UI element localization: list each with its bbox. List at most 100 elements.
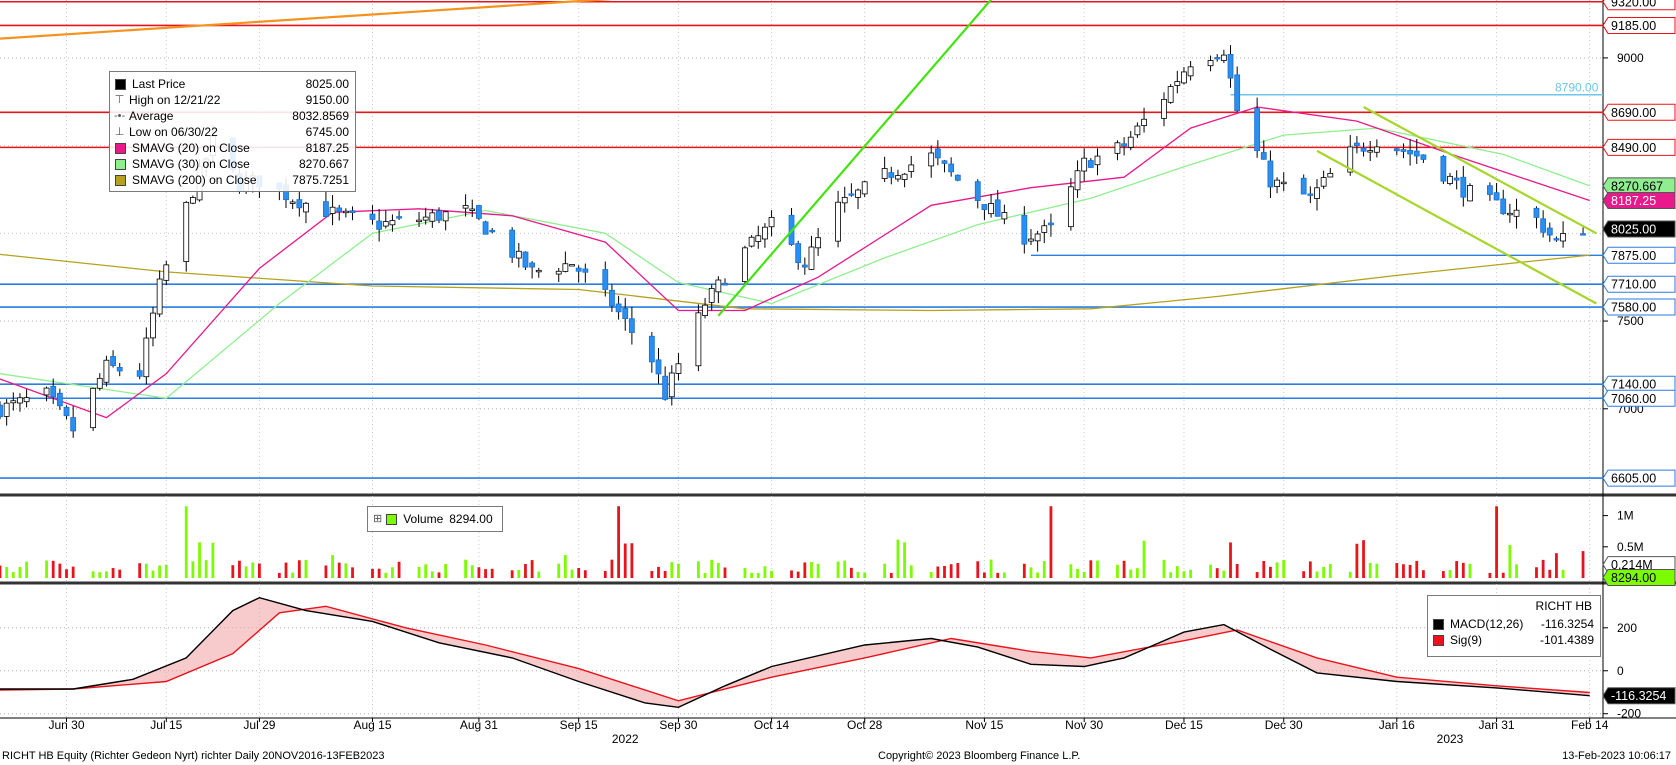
time-axis-label: Dec 30 bbox=[1265, 718, 1303, 732]
volume-bar bbox=[1368, 562, 1372, 578]
level-value-tag-text: 6605.00 bbox=[1611, 472, 1656, 486]
level-value-tag: 6605.00 bbox=[1602, 469, 1676, 487]
price-legend-label: SMAVG (200) on Close bbox=[132, 173, 257, 187]
trendline bbox=[1363, 106, 1597, 235]
candle-body bbox=[888, 172, 895, 178]
volume-bar bbox=[1209, 564, 1212, 578]
candle-body bbox=[422, 216, 429, 221]
time-axis-label: Jun 30 bbox=[48, 718, 84, 732]
volume-bar bbox=[583, 570, 587, 578]
candle-body bbox=[1134, 125, 1141, 136]
candle-body bbox=[342, 210, 349, 214]
candle-body bbox=[442, 211, 449, 222]
candle-body bbox=[841, 197, 848, 204]
candle-body bbox=[349, 210, 356, 214]
volume-bar bbox=[424, 564, 428, 578]
sma30-line bbox=[0, 127, 1590, 399]
macd-legend-label: MACD(12,26) bbox=[1450, 617, 1524, 631]
candle-body bbox=[1127, 136, 1134, 148]
volume-bar bbox=[956, 563, 960, 578]
volume-bar bbox=[1448, 570, 1452, 578]
legend-toggle-icon[interactable]: ⊞ bbox=[373, 513, 383, 525]
candle-body bbox=[1034, 233, 1041, 242]
level-value-tag: 7875.00 bbox=[1602, 246, 1676, 264]
volume-bar bbox=[51, 560, 55, 578]
volume-bar bbox=[697, 561, 700, 578]
candle-body bbox=[136, 370, 143, 377]
level-value-tag-box bbox=[1602, 0, 1676, 11]
volume-value-tag-text: 8294.00 bbox=[1611, 571, 1656, 585]
legend-swatch bbox=[1433, 634, 1444, 646]
volume-bar bbox=[763, 566, 767, 578]
volume-bar bbox=[1229, 542, 1232, 578]
volume-bar bbox=[58, 563, 62, 578]
candle-body bbox=[742, 247, 748, 282]
macd-signal-line bbox=[0, 605, 1590, 702]
volume-bar bbox=[284, 562, 288, 578]
candle-body bbox=[1280, 181, 1287, 185]
candle-body bbox=[1407, 149, 1414, 155]
sma200-line bbox=[0, 253, 1590, 312]
candle-body bbox=[1048, 222, 1054, 226]
price-axis-label: 7500 bbox=[1617, 314, 1644, 328]
candle-body bbox=[662, 375, 669, 400]
volume-bar bbox=[0, 565, 2, 578]
volume-bar bbox=[750, 572, 754, 578]
volume-bar bbox=[1129, 569, 1133, 578]
candle-body bbox=[163, 264, 170, 281]
candle-body bbox=[50, 386, 57, 398]
price-legend: Last Price 8025.00 ⊤ High on 12/21/22 9150.0… bbox=[109, 71, 356, 192]
level-annotation-label: 8790.00 bbox=[1555, 81, 1599, 95]
price-value-tag: 8025.00 bbox=[1602, 220, 1676, 238]
volume-bar bbox=[530, 560, 534, 578]
level-value-tag: 7710.00 bbox=[1602, 275, 1676, 293]
candle-body bbox=[815, 237, 822, 249]
candle-body bbox=[648, 335, 655, 363]
volume-bar bbox=[477, 567, 481, 578]
volume-legend: ⊞ Volume 8294.00 bbox=[367, 506, 503, 532]
candle-body bbox=[1513, 209, 1520, 217]
candle-body bbox=[835, 201, 841, 242]
level-value-tag-box bbox=[1602, 469, 1676, 487]
volume-bar bbox=[437, 572, 441, 578]
candle-body bbox=[389, 220, 396, 226]
volume-value-tag: 8294.00 bbox=[1602, 568, 1676, 586]
time-axis-label: Nov 30 bbox=[1065, 718, 1103, 732]
candle-body bbox=[1300, 177, 1307, 195]
candle-body bbox=[1274, 179, 1280, 187]
volume-bar bbox=[1441, 571, 1445, 578]
volume-bar bbox=[1535, 567, 1538, 578]
candle-body bbox=[416, 219, 422, 223]
candle-body bbox=[988, 203, 994, 215]
time-axis-label: Feb 14 bbox=[1571, 718, 1609, 732]
price-axis-label: 9000 bbox=[1617, 51, 1644, 65]
volume-bar bbox=[1488, 573, 1492, 578]
candle-body bbox=[382, 221, 389, 227]
volume-bar bbox=[1215, 568, 1219, 578]
macd-line bbox=[0, 596, 1590, 709]
candle-body bbox=[1094, 155, 1101, 166]
footer-security-info: RICHT HB Equity (Richter Gedeon Nyrt) ri… bbox=[2, 750, 385, 762]
volume-bar bbox=[297, 560, 301, 578]
volume-bar bbox=[304, 559, 308, 578]
volume-bar bbox=[351, 567, 354, 578]
volume-bar bbox=[630, 543, 634, 578]
price-legend-value: 7875.7251 bbox=[292, 173, 349, 187]
volume-bar bbox=[577, 567, 581, 578]
candle-body bbox=[1420, 154, 1427, 160]
volume-bar bbox=[1561, 569, 1565, 578]
candle-body bbox=[702, 304, 708, 316]
level-value-tag-text: 7140.00 bbox=[1611, 378, 1656, 392]
volume-bar bbox=[610, 559, 614, 578]
candle-body bbox=[522, 251, 529, 268]
candle-body bbox=[1447, 175, 1453, 184]
candle-body bbox=[17, 397, 23, 404]
candle-body bbox=[1141, 118, 1147, 126]
volume-bar bbox=[889, 572, 893, 578]
candle-body bbox=[43, 387, 50, 396]
candle-body bbox=[1506, 212, 1513, 216]
candle-body bbox=[376, 220, 383, 230]
candle-body bbox=[602, 269, 609, 290]
volume-bar bbox=[211, 542, 215, 578]
candle-body bbox=[1187, 66, 1194, 77]
